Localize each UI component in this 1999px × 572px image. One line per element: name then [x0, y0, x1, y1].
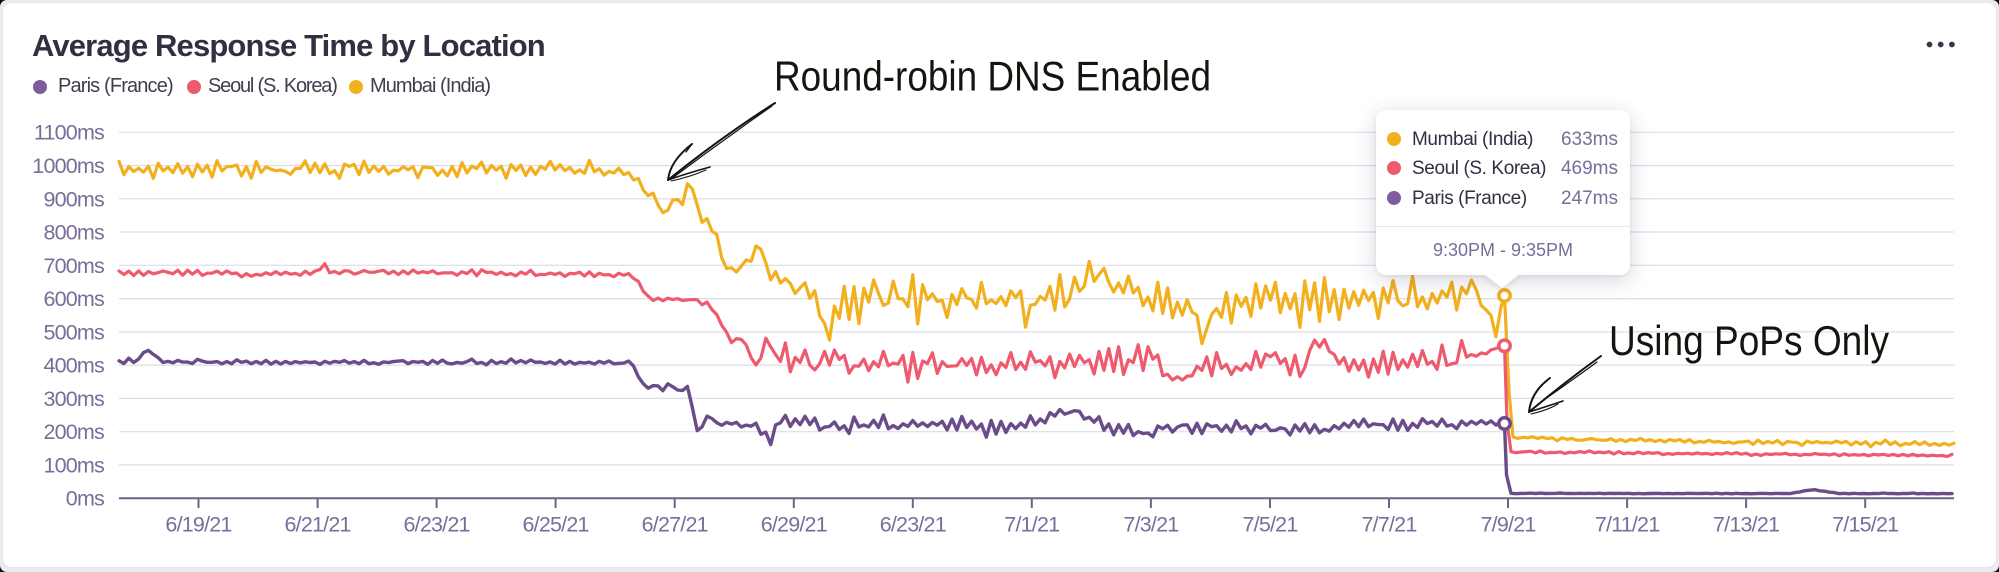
- svg-text:7/13/21: 7/13/21: [1713, 513, 1779, 537]
- svg-text:Using PoPs Only: Using PoPs Only: [1609, 317, 1889, 364]
- svg-text:6/29/21: 6/29/21: [761, 513, 827, 537]
- svg-text:300ms: 300ms: [43, 387, 104, 411]
- svg-text:1100ms: 1100ms: [34, 121, 104, 145]
- svg-text:6/27/21: 6/27/21: [642, 513, 708, 537]
- svg-text:6/23/21: 6/23/21: [880, 513, 946, 537]
- svg-text:1000ms: 1000ms: [32, 154, 104, 178]
- svg-text:Round-robin DNS Enabled: Round-robin DNS Enabled: [774, 53, 1211, 100]
- svg-text:900ms: 900ms: [43, 187, 104, 211]
- svg-text:7/11/21: 7/11/21: [1595, 513, 1660, 537]
- svg-text:6/21/21: 6/21/21: [285, 513, 351, 537]
- svg-text:6/25/21: 6/25/21: [523, 513, 589, 537]
- svg-text:6/23/21: 6/23/21: [404, 513, 470, 537]
- svg-text:6/19/21: 6/19/21: [165, 513, 231, 537]
- svg-text:0ms: 0ms: [66, 487, 104, 511]
- svg-text:100ms: 100ms: [43, 453, 104, 477]
- svg-text:7/9/21: 7/9/21: [1481, 513, 1536, 537]
- svg-text:500ms: 500ms: [43, 320, 104, 344]
- svg-text:400ms: 400ms: [43, 354, 104, 378]
- svg-text:7/3/21: 7/3/21: [1123, 513, 1178, 537]
- svg-text:7/7/21: 7/7/21: [1362, 513, 1417, 537]
- svg-text:7/1/21: 7/1/21: [1004, 513, 1059, 537]
- svg-text:200ms: 200ms: [43, 420, 104, 444]
- svg-text:7/15/21: 7/15/21: [1832, 513, 1898, 537]
- svg-text:700ms: 700ms: [43, 254, 104, 278]
- svg-text:800ms: 800ms: [43, 221, 104, 245]
- svg-text:600ms: 600ms: [43, 287, 104, 311]
- svg-text:7/5/21: 7/5/21: [1243, 513, 1298, 537]
